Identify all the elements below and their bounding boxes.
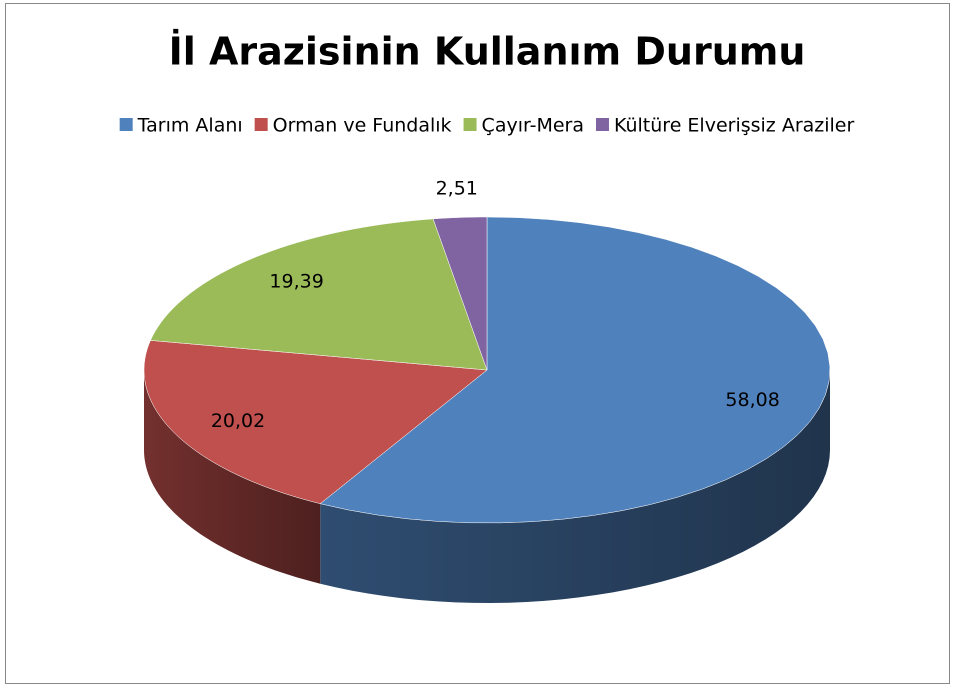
data-label: 20,02 [211, 410, 265, 432]
legend-swatch [463, 118, 477, 131]
legend-swatch [119, 118, 133, 131]
pie-side [320, 370, 830, 603]
legend-label: Çayır-Mera [482, 115, 584, 137]
legend-label: Tarım Alanı [137, 115, 243, 137]
legend-swatch [595, 118, 609, 131]
legend: Tarım Alanı Orman ve Fundalık Çayır-Mera Kü… [119, 115, 855, 137]
legend-label: Kültüre Elverişsiz Araziler [614, 115, 855, 137]
pie-sides [144, 370, 830, 603]
data-label: 19,39 [269, 270, 323, 292]
pie-side [144, 370, 321, 584]
data-label: 58,08 [725, 389, 779, 411]
legend-swatch [254, 118, 268, 131]
pie-tops [143, 216, 831, 524]
pie-slice [150, 218, 488, 371]
data-label: 2,51 [436, 178, 478, 200]
pie-slice [432, 216, 488, 371]
chart-title: İl Arazisinin Kullanım Durumu [169, 30, 806, 74]
pie-slice [143, 340, 488, 504]
legend-label: Orman ve Fundalık [273, 115, 452, 137]
pie-slice [319, 216, 831, 524]
